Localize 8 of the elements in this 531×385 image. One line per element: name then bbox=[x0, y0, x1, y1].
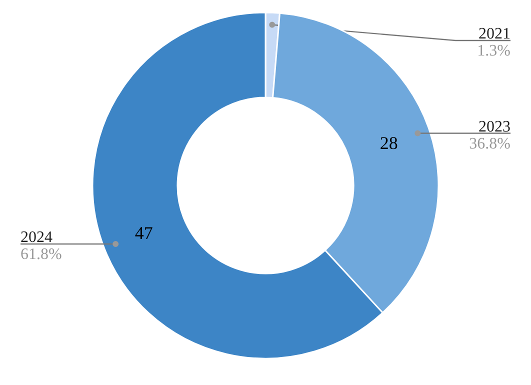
data-label: 28 bbox=[380, 133, 398, 154]
data-label: 47 bbox=[134, 222, 153, 243]
slice-label: 2024 bbox=[20, 228, 52, 246]
slice-label: 2021 bbox=[478, 26, 510, 42]
text: 36.8% bbox=[469, 135, 510, 152]
text: 1.3% bbox=[477, 42, 510, 60]
text: 61.8% bbox=[20, 246, 62, 263]
slice-label: 2023 bbox=[478, 118, 510, 136]
